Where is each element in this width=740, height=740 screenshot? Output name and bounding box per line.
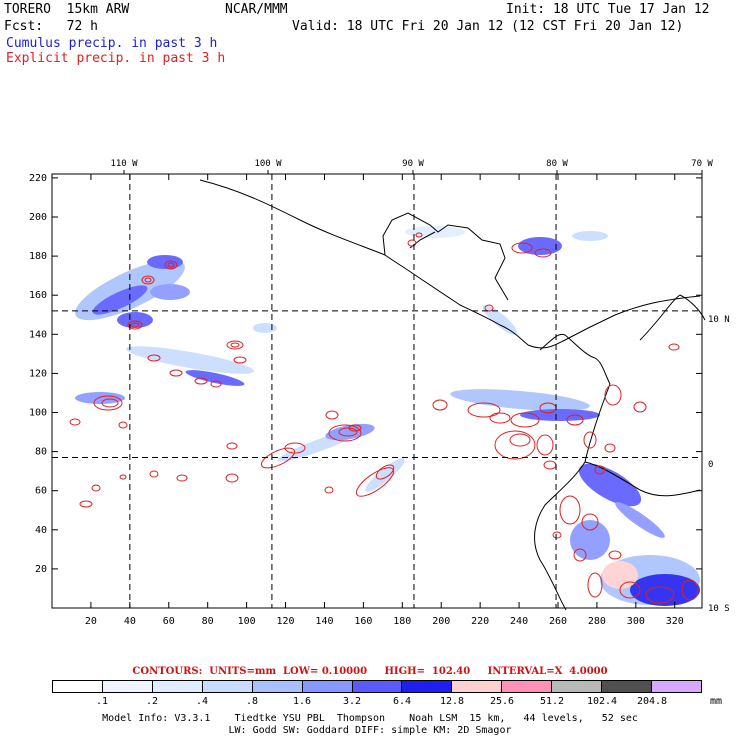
y-tick-label: 160 [29,290,47,301]
y-tick-label: 220 [29,173,47,184]
x-tick-label: 300 [627,616,645,627]
x-tick-label: 240 [510,616,528,627]
init-time: Init: 18 UTC Tue 17 Jan 12 [506,2,710,17]
lon-label: 80 W [546,159,568,169]
y-tick-label: 40 [35,525,47,536]
x-tick-label: 140 [315,616,333,627]
colorbar-label: 25.6 [489,696,515,707]
lon-label: 100 W [254,159,282,169]
colorbar-label: .2 [145,696,159,707]
y-tick-label: 60 [35,486,47,497]
model-info: Model Info: V3.3.1 Tiedtke YSU PBL Thomp… [102,713,638,724]
x-tick-label: 260 [549,616,567,627]
x-tick-label: 160 [354,616,372,627]
colorbar-label: 51.2 [539,696,565,707]
precip-colorbar [52,680,702,693]
explicit-legend: Explicit precip. in past 3 h [6,51,226,66]
y-tick-label: 180 [29,251,47,262]
colorbar-swatch [302,681,353,692]
plot-frame: 220 200 180 160 140 120 100 80 60 40 20 20 40 60 80 100… [29,170,703,627]
lon-label: 110 W [110,159,138,169]
y-tick-label: 80 [35,447,47,458]
colorbar-swatch [602,681,653,692]
x-tick-label: 60 [163,616,175,627]
colorbar-swatch [102,681,153,692]
y-tick-label: 20 [35,564,47,575]
colorbar-label: .8 [245,696,259,707]
x-tick-label: 100 [238,616,256,627]
lon-label: 90 W [402,159,424,169]
explicit-precip-contours [69,232,699,604]
x-tick-label: 80 [202,616,214,627]
model-title: TORERO 15km ARW [4,2,130,17]
y-tick-label: 100 [29,408,47,419]
valid-time: Valid: 18 UTC Fri 20 Jan 12 (12 CST Fri … [292,19,684,34]
colorbar-swatch [502,681,553,692]
cumulus-legend: Cumulus precip. in past 3 h [6,36,218,51]
colorbar-swatch [652,681,701,692]
x-tick-label: 200 [432,616,450,627]
x-tick-label: 20 [85,616,97,627]
x-tick-label: 40 [124,616,136,627]
colorbar-label: 3.2 [342,696,362,707]
colorbar-swatch [452,681,503,692]
colorbar-label: .1 [95,696,109,707]
y-tick-label: 140 [29,329,47,340]
y-tick-label: 200 [29,212,47,223]
contour-info: CONTOURS: UNITS=mm LOW= 0.10000 HIGH= 10… [132,666,608,677]
lon-label: 70 W [691,159,713,169]
x-tick-label: 120 [277,616,295,627]
colorbar-label: 102.4 [586,696,618,707]
colorbar-swatch [252,681,303,692]
forecast-hour: Fcst: 72 h [4,19,98,34]
colorbar-swatch [552,681,603,692]
longitude-labels: 110 W 100 W 90 W 80 W 70 W [110,159,713,169]
y-tick-label: 120 [29,368,47,379]
lat-label: 10 S [708,604,730,614]
x-tick-label: 220 [471,616,489,627]
x-tick-label: 180 [393,616,411,627]
colorbar-swatch [352,681,403,692]
lat-label: 0 [708,460,713,470]
latitude-labels: 10 N 0 10 S [708,315,730,614]
colorbar-swatch [402,681,453,692]
colorbar-label: .4 [195,696,209,707]
physics-info: LW: Godd SW: Goddard DIFF: simple KM: 2D… [228,725,512,736]
cumulus-precip-areas [75,226,700,606]
precipitation-map: 110 W 100 W 90 W 80 W 70 W 10 N 0 10 S [29,159,730,627]
center-name: NCAR/MMM [225,2,288,17]
x-tick-label: 280 [588,616,606,627]
colorbar-swatch [202,681,253,692]
colorbar-swatch [152,681,203,692]
lat-label: 10 N [708,315,730,325]
colorbar-label: 6.4 [392,696,412,707]
x-tick-label: 320 [666,616,684,627]
colorbar-label: 204.8 [636,696,668,707]
colorbar-swatch [53,681,103,692]
colorbar-label: 1.6 [292,696,312,707]
colorbar-label: 12.8 [439,696,465,707]
colorbar-unit: mm [710,696,723,707]
plot-border [51,173,703,609]
